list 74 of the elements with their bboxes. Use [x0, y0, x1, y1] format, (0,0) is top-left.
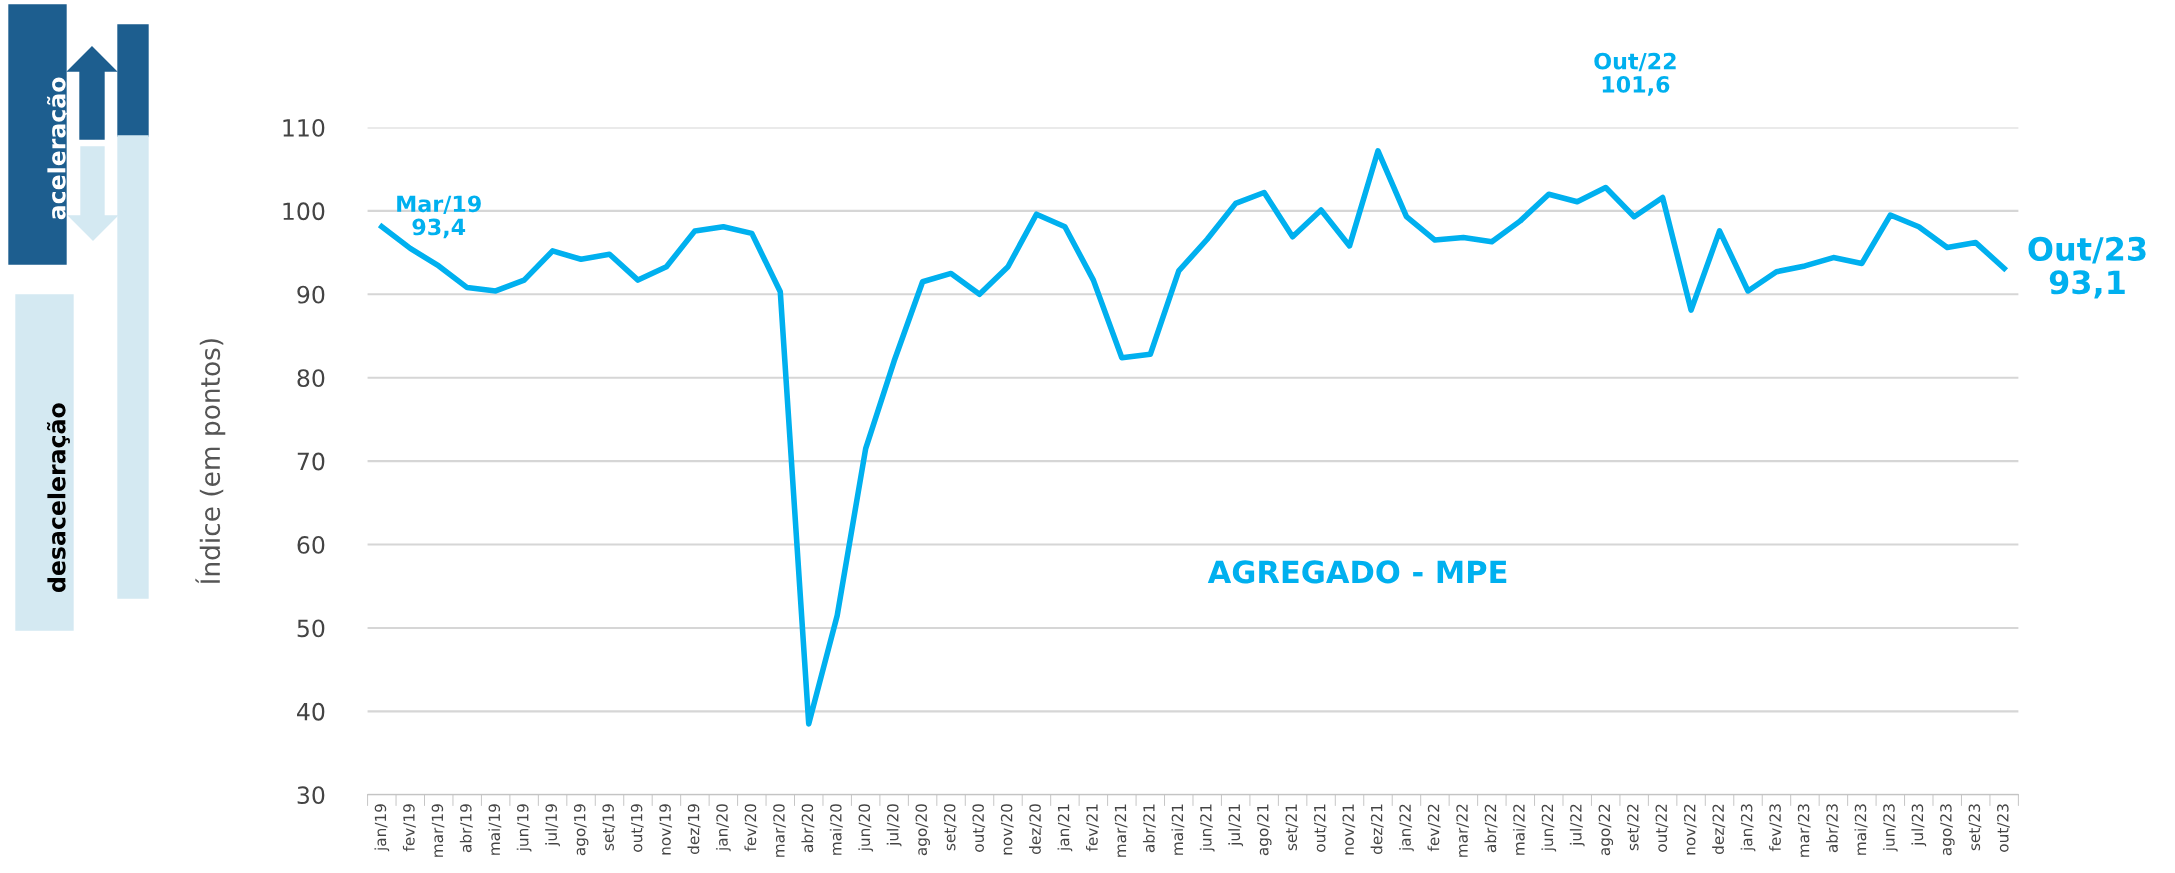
x-tick-label: mar/23: [1797, 804, 1811, 857]
x-tick-label: set/21: [1285, 804, 1299, 851]
text: desaceleração: [46, 403, 70, 592]
x-tick-label: out/22: [1655, 804, 1669, 852]
x-tick-label: mai/20: [829, 804, 843, 855]
x-tick-label: set/19: [602, 804, 616, 851]
x-tick-label: jun/22: [1541, 804, 1557, 852]
x-tick-label: nov/22: [1683, 804, 1697, 855]
x-tick-label: jun/23: [1882, 804, 1898, 852]
y-tick-label: 50: [297, 619, 325, 638]
x-tick-label: dez/19: [687, 804, 701, 854]
y-tick-label: 100: [283, 202, 325, 221]
y-tick-label: 40: [297, 702, 325, 721]
x-tick-label: set/22: [1627, 804, 1640, 851]
x-tick-label: jan/20: [715, 804, 731, 852]
annotation: AGREGADO - MPE: [1207, 560, 1507, 584]
x-tick-label: ago/22: [1598, 804, 1614, 856]
x-tick-label: fev/20: [744, 804, 758, 852]
x-tick-label: mai/19: [488, 804, 502, 855]
x-tick-label: nov/19: [659, 804, 673, 855]
y-tick-label: 30: [297, 786, 325, 805]
x-tick-label: nov/21: [1342, 804, 1356, 855]
x-tick-label: out/21: [1313, 804, 1327, 852]
x-tick-label: mar/21: [1114, 804, 1128, 857]
x-tick-label: abr/19: [459, 804, 473, 853]
x-tick-label: abr/22: [1484, 804, 1498, 853]
x-tick-label: dez/20: [1029, 804, 1043, 854]
y-tick-label: 80: [297, 369, 325, 388]
x-tick-label: out/19: [630, 804, 644, 852]
x-tick-label: jun/21: [1199, 804, 1215, 852]
x-tick-label: ago/21: [1257, 804, 1272, 856]
x-tick-label: abr/21: [1142, 804, 1156, 853]
x-tick-label: out/23: [1997, 804, 2010, 852]
x-tick-label: fev/19: [402, 804, 416, 852]
x-tick-label: dez/21: [1370, 804, 1384, 854]
x-tick-label: jul/21: [1228, 804, 1244, 847]
x-tick-label: nov/20: [1000, 804, 1014, 855]
x-tick-label: mar/19: [431, 804, 445, 857]
x-tick-label: ago/20: [915, 804, 930, 856]
x-tick-label: jun/20: [858, 804, 874, 852]
y-axis-title: Índice (em pontos): [195, 339, 226, 584]
x-tick-label: dez/22: [1712, 804, 1726, 854]
x-tick-label: ago/19: [573, 804, 589, 856]
x-tick-label: jul/20: [886, 804, 902, 847]
annotation: Out/23 93,1: [2028, 236, 2146, 299]
x-tick-label: jul/19: [545, 804, 560, 847]
y-tick-label: 110: [283, 118, 325, 137]
x-tick-label: set/20: [943, 804, 957, 851]
x-tick-label: jan/22: [1399, 804, 1414, 852]
x-tick-label: jan/19: [374, 804, 390, 852]
x-tick-label: jul/23: [1911, 804, 1927, 847]
x-tick-label: set/23: [1968, 804, 1982, 851]
x-tick-label: fev/23: [1769, 804, 1783, 852]
y-tick-label: 90: [297, 285, 325, 304]
x-tick-label: fev/22: [1427, 804, 1441, 852]
x-tick-label: mai/21: [1171, 804, 1185, 855]
x-tick-label: fev/21: [1085, 804, 1099, 852]
x-tick-label: mai/23: [1854, 804, 1868, 855]
x-tick-label: mai/22: [1512, 804, 1526, 855]
text: Out/22 101,6: [1594, 52, 1676, 96]
x-tick-label: abr/20: [801, 804, 815, 853]
text: aceleração: [46, 77, 70, 220]
x-tick-label: ago/23: [1940, 804, 1955, 856]
x-tick-label: jan/23: [1740, 804, 1756, 852]
y-tick-label: 60: [297, 535, 325, 554]
y-tick-label: 70: [297, 452, 325, 471]
x-tick-label: mar/20: [773, 804, 786, 857]
x-tick-label: jul/22: [1569, 804, 1585, 847]
annotation: Mar/19 93,4: [397, 195, 481, 239]
x-tick-label: out/20: [972, 804, 986, 852]
x-tick-label: jan/21: [1057, 804, 1073, 852]
x-tick-label: abr/23: [1826, 804, 1840, 853]
x-tick-label: jun/19: [516, 804, 532, 852]
x-tick-label: mar/22: [1456, 804, 1470, 857]
